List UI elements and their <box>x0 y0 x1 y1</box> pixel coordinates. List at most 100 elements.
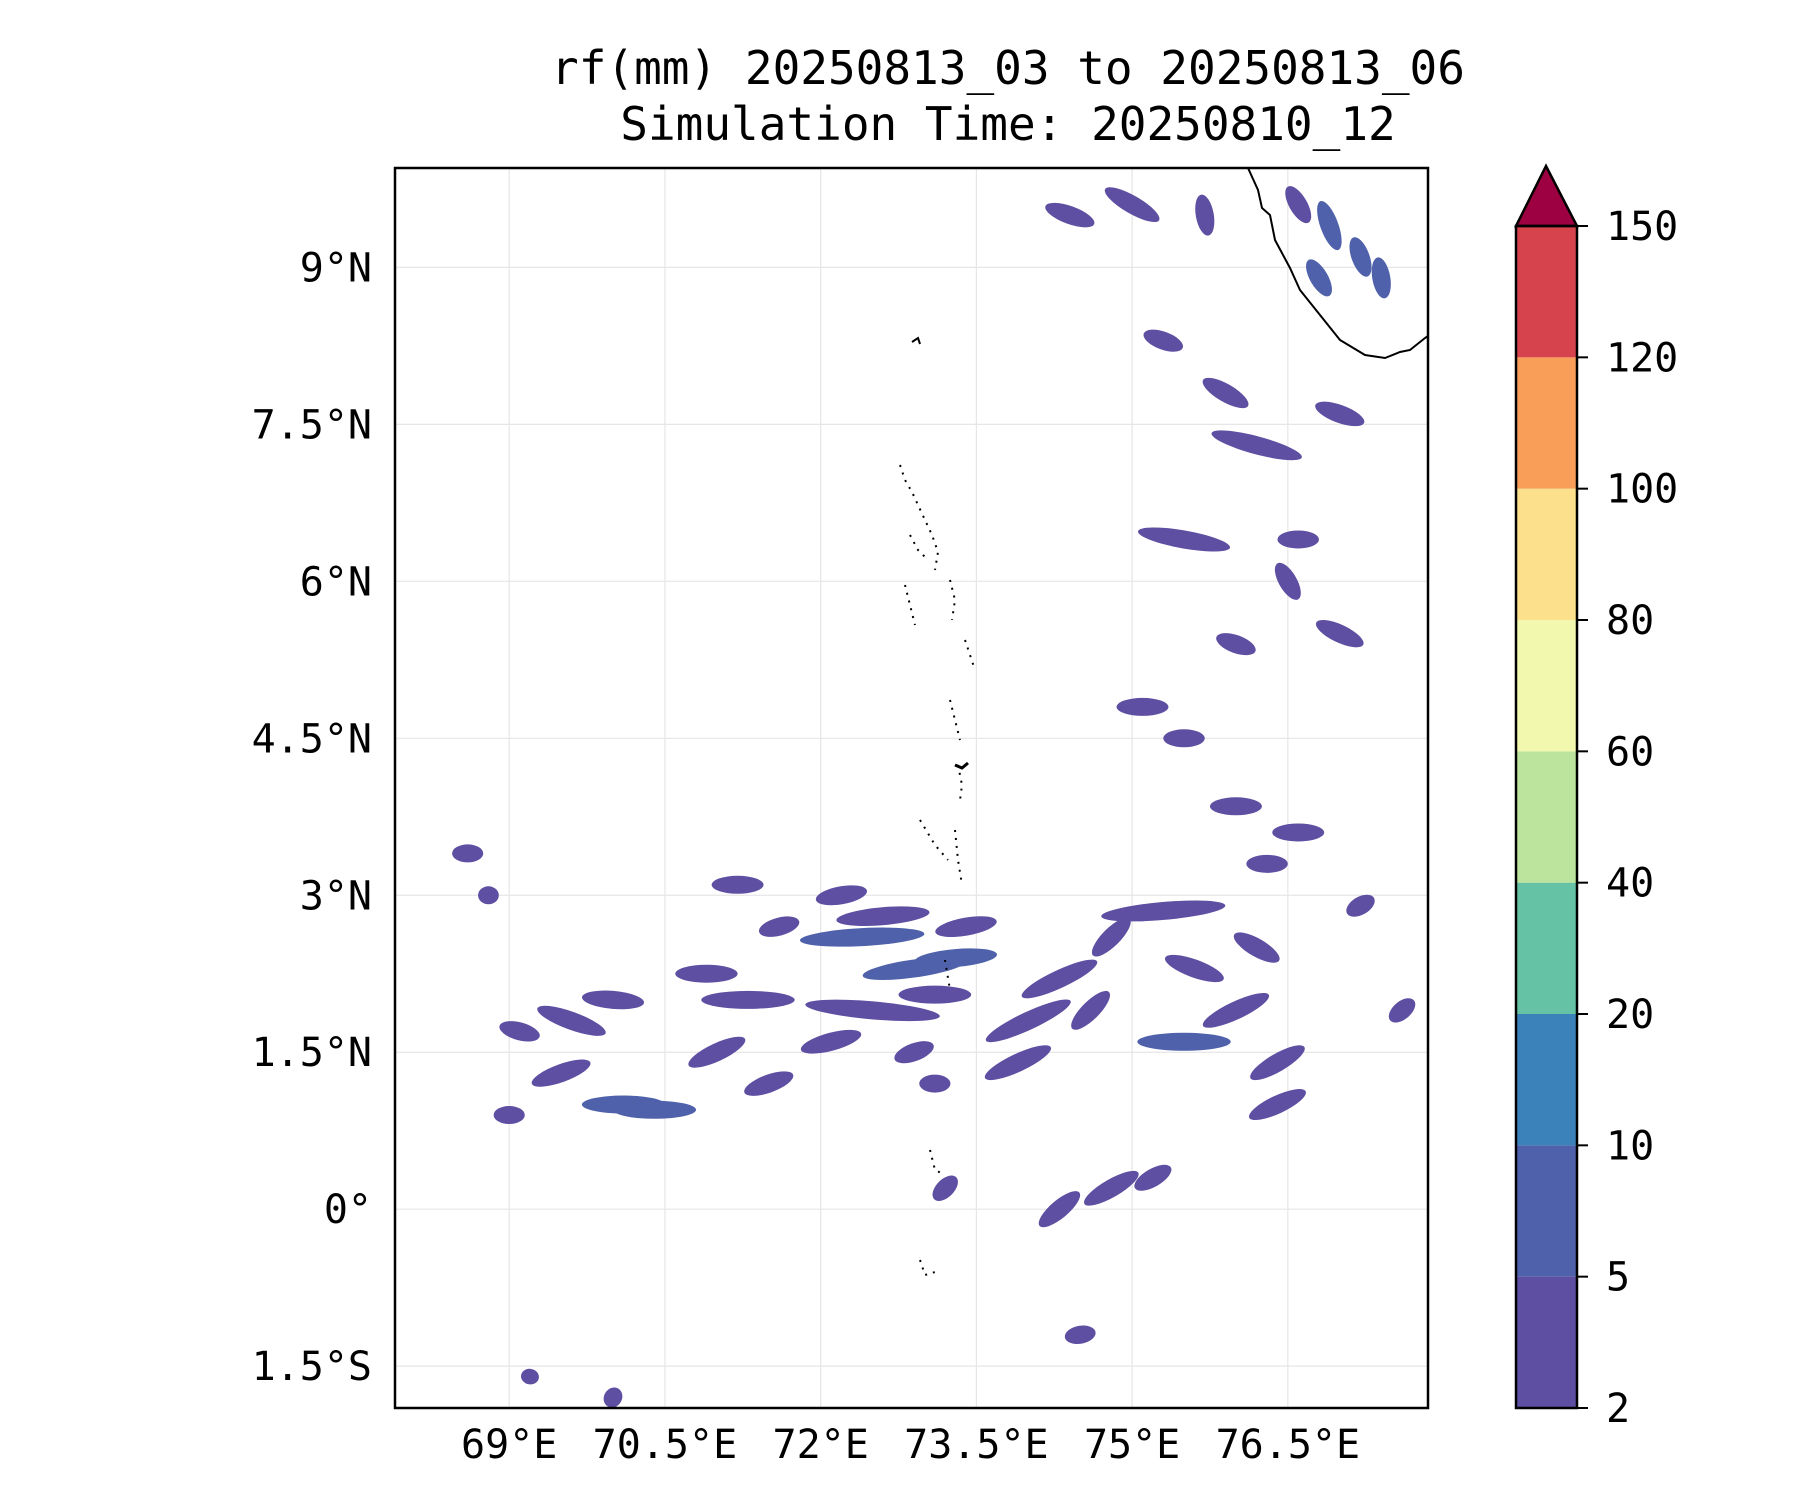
colorbar-label: 120 <box>1606 335 1678 381</box>
rainfall-contours <box>452 186 1416 1408</box>
rain-cell <box>1116 697 1169 716</box>
y-tick-label: 4.5°N <box>252 716 372 762</box>
coastlines <box>899 168 1428 1277</box>
rain-cell <box>919 1074 951 1093</box>
x-tick-label: 69°E <box>461 1422 557 1468</box>
x-tick-label: 70.5°E <box>593 1422 738 1468</box>
y-tick-label: 7.5°N <box>252 402 372 448</box>
rain-cell <box>1021 959 1098 999</box>
rain-cell <box>1248 1089 1306 1121</box>
maldives-atolls <box>899 464 976 1277</box>
rain-cell <box>1285 186 1312 224</box>
colorbar-label: 40 <box>1606 861 1654 907</box>
rain-cell <box>1315 401 1365 427</box>
rain-cell <box>1101 900 1226 922</box>
rain-cell <box>1277 530 1319 549</box>
rain-cell <box>1233 932 1280 963</box>
y-tick-label: 6°N <box>300 559 372 605</box>
colorbar-label: 20 <box>1606 992 1654 1038</box>
rain-cell <box>499 1021 540 1042</box>
x-tick-label: 73.5°E <box>904 1422 1049 1468</box>
x-tick-label: 72°E <box>772 1422 868 1468</box>
rain-cell <box>1064 1325 1096 1345</box>
rain-cell <box>688 1036 746 1068</box>
rain-cell <box>1202 992 1270 1028</box>
colorbar-label: 2 <box>1606 1386 1630 1432</box>
colorbar-label: 10 <box>1606 1123 1654 1169</box>
colorbar-band <box>1516 1145 1577 1277</box>
rain-cell <box>1317 200 1342 251</box>
rain-cell <box>1071 990 1111 1030</box>
rain-cell <box>675 964 738 983</box>
colorbar-label: 5 <box>1606 1255 1630 1301</box>
rain-cell <box>537 1005 606 1036</box>
gridlines <box>395 168 1428 1408</box>
rain-cell <box>493 1106 525 1125</box>
rain-cell <box>1143 329 1184 352</box>
y-tick-label: 0° <box>324 1187 372 1233</box>
rain-cell <box>914 948 998 968</box>
rain-cell <box>1250 1045 1305 1081</box>
colorbar-label: 150 <box>1606 204 1678 250</box>
rain-cell <box>1272 823 1325 842</box>
rain-cell <box>1388 998 1416 1023</box>
colorbar-band <box>1516 488 1577 620</box>
colorbar-band <box>1516 357 1577 489</box>
colorbar-extend-triangle <box>1513 163 1580 228</box>
rain-cell <box>1084 1170 1139 1206</box>
rain-cell <box>1306 259 1332 297</box>
map-plot-area: 69°E 70.5°E 72°E 73.5°E 75°E 76.5°E 9°N 7.5°N 6… <box>252 166 1430 1468</box>
rain-cell <box>701 990 795 1009</box>
map-frame <box>393 166 1430 1410</box>
rain-cell <box>815 885 868 906</box>
rain-cell <box>711 875 764 894</box>
rain-cell <box>1134 1164 1172 1191</box>
chart-subtitle: Simulation Time: 20250810_12 <box>620 97 1395 151</box>
y-tick-label: 1.5°N <box>252 1030 372 1076</box>
x-tick-label: 76.5°E <box>1216 1422 1361 1468</box>
colorbar-band <box>1516 1276 1577 1408</box>
colorbar-labels: 2 5 10 20 40 60 80 100 120 150 <box>1577 204 1678 1432</box>
rain-cell <box>520 1368 539 1385</box>
x-axis-ticks: 69°E 70.5°E 72°E 73.5°E 75°E 76.5°E <box>461 1422 1360 1468</box>
rain-cell <box>1045 202 1095 228</box>
colorbar: 2 5 10 20 40 60 80 100 120 150 <box>1513 163 1678 1432</box>
colorbar-bands <box>1516 226 1577 1408</box>
rain-cell <box>531 1059 591 1087</box>
rain-cell <box>1209 797 1262 816</box>
male-atoll <box>954 761 969 770</box>
colorbar-band <box>1516 882 1577 1014</box>
y-tick-label: 9°N <box>300 245 372 291</box>
colorbar-label: 60 <box>1606 729 1654 775</box>
rain-cell <box>478 886 499 905</box>
y-axis-ticks: 9°N 7.5°N 6°N 4.5°N 3°N 1.5°N 0° 1.5°S <box>252 245 372 1390</box>
map-background <box>395 168 1428 1408</box>
rain-cell <box>452 844 484 863</box>
rain-cell <box>1195 194 1215 236</box>
rain-cell <box>1164 954 1224 983</box>
rain-cell <box>1346 894 1375 917</box>
rain-cell <box>1371 257 1391 299</box>
rain-cell <box>744 1071 794 1096</box>
colorbar-label: 100 <box>1606 467 1678 513</box>
rain-cell <box>1202 377 1249 409</box>
rain-cell <box>799 927 925 947</box>
rain-cell <box>984 1045 1052 1081</box>
colorbar-band <box>1516 1014 1577 1146</box>
rain-cell <box>836 906 930 927</box>
rain-cell <box>1104 187 1160 223</box>
colorbar-frame <box>1514 224 1579 1410</box>
rain-cell <box>758 916 800 937</box>
rain-cell <box>985 999 1071 1043</box>
y-tick-label: 3°N <box>300 873 372 919</box>
rain-cell <box>935 916 997 938</box>
rain-cell <box>1315 619 1364 648</box>
rain-cell <box>1038 1191 1081 1228</box>
rain-cell <box>581 990 645 1010</box>
india-coastline <box>1247 168 1428 360</box>
colorbar-label: 80 <box>1606 598 1654 644</box>
rain-cell <box>1211 430 1302 461</box>
rain-cell <box>1246 854 1288 873</box>
y-tick-label: 1.5°S <box>252 1344 372 1390</box>
